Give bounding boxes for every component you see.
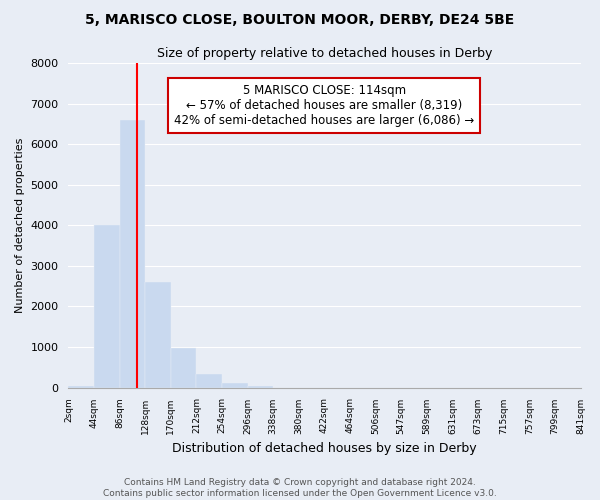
Bar xyxy=(222,382,248,388)
Title: Size of property relative to detached houses in Derby: Size of property relative to detached ho… xyxy=(157,48,492,60)
Y-axis label: Number of detached properties: Number of detached properties xyxy=(15,138,25,313)
Text: 5 MARISCO CLOSE: 114sqm
← 57% of detached houses are smaller (8,319)
42% of semi: 5 MARISCO CLOSE: 114sqm ← 57% of detache… xyxy=(175,84,475,127)
Bar xyxy=(248,386,273,388)
Text: Contains HM Land Registry data © Crown copyright and database right 2024.
Contai: Contains HM Land Registry data © Crown c… xyxy=(103,478,497,498)
Text: 5, MARISCO CLOSE, BOULTON MOOR, DERBY, DE24 5BE: 5, MARISCO CLOSE, BOULTON MOOR, DERBY, D… xyxy=(85,12,515,26)
X-axis label: Distribution of detached houses by size in Derby: Distribution of detached houses by size … xyxy=(172,442,477,455)
Bar xyxy=(145,282,171,388)
Bar xyxy=(171,348,196,388)
Bar xyxy=(94,226,119,388)
Bar xyxy=(196,374,222,388)
Bar xyxy=(68,386,94,388)
Bar xyxy=(119,120,145,388)
